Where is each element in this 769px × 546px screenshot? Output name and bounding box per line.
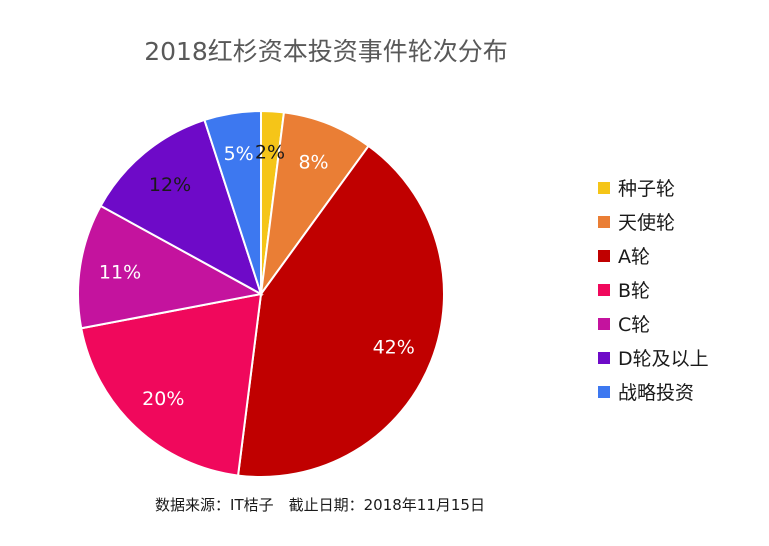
legend-swatch-7 — [598, 386, 610, 398]
legend-label-1: 种子轮 — [618, 178, 675, 200]
pie-value-labels: 2% 8% 42% 20% 11% 12% 5% — [99, 142, 415, 411]
pie-slices — [77, 109, 445, 479]
slice-6 — [99, 118, 263, 297]
slice-5 — [77, 204, 264, 330]
slice-3 — [236, 144, 445, 479]
legend-label-3: A轮 — [618, 246, 650, 268]
value-label-3: 42% — [373, 337, 415, 359]
value-label-2: 8% — [298, 151, 328, 173]
legend-swatch-4 — [598, 284, 610, 296]
value-label-4: 20% — [142, 388, 184, 410]
value-label-7: 5% — [224, 143, 254, 165]
legend-label-5: C轮 — [618, 314, 650, 336]
legend-swatch-6 — [598, 352, 610, 364]
chart-title: 2018红杉资本投资事件轮次分布 — [144, 37, 508, 66]
legend-swatch-3 — [598, 250, 610, 262]
source-note: 数据来源：IT桔子 截止日期：2018年11月15日 — [155, 496, 485, 514]
value-label-6: 12% — [149, 174, 191, 196]
legend-label-4: B轮 — [618, 280, 650, 302]
slice-7 — [203, 109, 262, 295]
legend-label-7: 战略投资 — [618, 382, 694, 404]
legend-swatch-2 — [598, 216, 610, 228]
slice-4 — [80, 292, 263, 477]
value-label-1: 2% — [255, 142, 285, 164]
legend-label-2: 天使轮 — [618, 212, 675, 234]
slice-2 — [260, 111, 370, 295]
legend-swatch-1 — [598, 182, 610, 194]
legend-label-6: D轮及以上 — [618, 348, 709, 370]
legend-swatch-5 — [598, 318, 610, 330]
value-label-5: 11% — [99, 262, 141, 284]
